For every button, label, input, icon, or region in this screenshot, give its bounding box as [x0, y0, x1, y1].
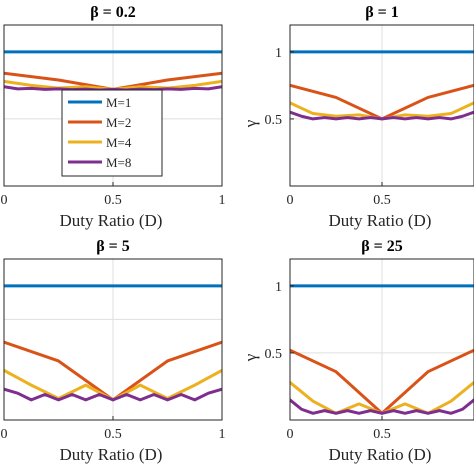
series-line-m-8 — [4, 387, 222, 402]
subplot-3: 0 0.5 1 β = 5 Duty Ratio (D) — [1, 238, 226, 464]
subplot-4: 0 0.5 0.5 1 β = 25 Duty Ratio (D) γ — [241, 238, 474, 464]
series-line-m-8 — [290, 398, 474, 415]
series-group — [4, 284, 222, 402]
x-axis-label: Duty Ratio (D) — [329, 211, 432, 230]
series-group — [4, 50, 222, 92]
y-tick-label: 0.5 — [265, 113, 283, 128]
x-axis-label: Duty Ratio (D) — [60, 445, 163, 464]
x-tick-label: 1 — [219, 427, 226, 442]
subplot-title: β = 0.2 — [90, 4, 136, 21]
x-tick-label: 0 — [1, 427, 8, 442]
legend-entry-label: M=2 — [106, 115, 131, 130]
series-line-m-8 — [290, 110, 474, 121]
x-tick-label: 0.5 — [104, 427, 122, 442]
series-group — [290, 284, 474, 415]
legend-entry-label: M=8 — [106, 155, 131, 170]
y-tick-label: 1 — [275, 46, 282, 61]
legend-entry-label: M=1 — [106, 95, 131, 110]
y-tick-label: 0.5 — [265, 347, 283, 362]
x-tick-label: 0.5 — [373, 193, 391, 208]
series-group — [290, 50, 474, 121]
y-axis-label: γ — [241, 353, 260, 362]
x-tick-label: 0 — [287, 427, 294, 442]
legend-entry-label: M=4 — [106, 135, 132, 150]
x-tick-label: 0 — [1, 193, 8, 208]
subplot-title: β = 25 — [361, 238, 403, 255]
subplot-2: 0 0.5 0.5 1 β = 1 Duty Ratio (D) γ — [241, 4, 474, 230]
x-axis-label: Duty Ratio (D) — [60, 211, 163, 230]
x-tick-label: 0 — [287, 193, 294, 208]
x-tick-label: 0.5 — [373, 427, 391, 442]
legend: M=1 M=2 M=4 M=8 — [61, 89, 163, 177]
subplot-title: β = 5 — [96, 238, 130, 255]
x-tick-label: 1 — [219, 193, 226, 208]
subplot-title: β = 1 — [365, 4, 399, 21]
y-tick-label: 1 — [275, 280, 282, 295]
subplot-1: 0 0.5 1 β = 0.2 Duty Ratio (D) M=1 M=2 M=4 M=8 — [1, 4, 226, 230]
y-axis-label: γ — [241, 119, 260, 128]
series-line-m-8 — [4, 85, 222, 92]
x-tick-label: 0.5 — [104, 193, 122, 208]
x-axis-label: Duty Ratio (D) — [329, 445, 432, 464]
